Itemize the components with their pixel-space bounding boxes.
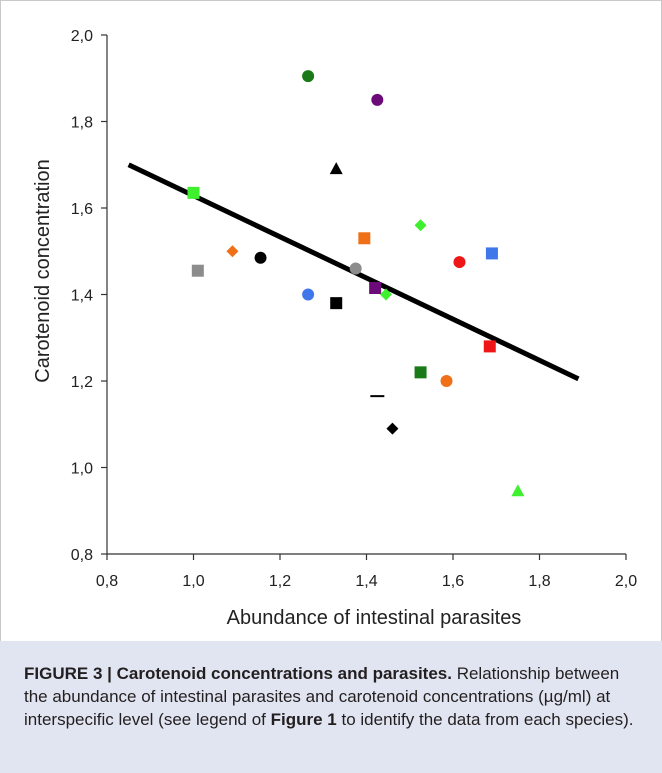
data-points	[188, 70, 525, 496]
data-point-square	[369, 282, 381, 294]
data-point-circle	[255, 252, 267, 264]
data-point-circle	[350, 263, 362, 275]
data-point-circle	[302, 70, 314, 82]
scatter-chart: 0,8 1,0 1,2 1,4 1,6 1,8 2,0 0,8 1,0 1,2 1,4 1,6 1,8 2…	[1, 1, 661, 641]
x-axis-label: Abundance of intestinal parasites	[227, 607, 522, 629]
data-point-dash	[370, 395, 384, 397]
x-tick-label: 1,6	[442, 573, 464, 590]
data-point-square	[486, 247, 498, 259]
data-point-triangle	[511, 484, 524, 496]
x-tick-label: 1,4	[355, 573, 377, 590]
data-point-triangle	[330, 162, 343, 174]
chart-frame: 0,8 1,0 1,2 1,4 1,6 1,8 2,0 0,8 1,0 1,2 1,4 1,6 1,8 2…	[0, 0, 662, 642]
y-tick-label: 1,0	[71, 461, 93, 478]
data-point-circle	[371, 94, 383, 106]
y-tick-label: 1,6	[71, 201, 93, 218]
y-axis-label: Carotenoid concentration	[32, 159, 54, 382]
data-point-square	[484, 340, 496, 352]
caption-text-2: to identify the data from each species).	[337, 710, 634, 729]
chart-ticks: 0,8 1,0 1,2 1,4 1,6 1,8 2,0 0,8 1,0 1,2 1,4 1,6 1,8 2…	[71, 28, 637, 590]
data-point-square	[192, 265, 204, 277]
data-point-square	[415, 366, 427, 378]
data-point-circle	[453, 256, 465, 268]
y-tick-label: 0,8	[71, 547, 93, 564]
x-tick-label: 1,2	[269, 573, 291, 590]
figure-caption: FIGURE 3 | Carotenoid concentrations and…	[24, 662, 644, 731]
y-tick-label: 2,0	[71, 28, 93, 45]
data-point-square	[188, 187, 200, 199]
x-tick-label: 1,0	[182, 573, 204, 590]
y-tick-label: 1,8	[71, 115, 93, 132]
data-point-square	[358, 232, 370, 244]
x-tick-label: 1,8	[528, 573, 550, 590]
data-point-square	[330, 297, 342, 309]
figure-reference: Figure 1	[271, 710, 337, 729]
figure-label: FIGURE 3 | Carotenoid concentrations and…	[24, 664, 452, 683]
data-point-diamond	[386, 423, 398, 435]
y-tick-label: 1,4	[71, 288, 93, 305]
chart-axes	[107, 35, 626, 554]
y-tick-label: 1,2	[71, 374, 93, 391]
x-tick-label: 2,0	[615, 573, 637, 590]
data-point-circle	[302, 289, 314, 301]
data-point-diamond	[226, 245, 238, 257]
x-tick-label: 0,8	[96, 573, 118, 590]
data-point-circle	[441, 375, 453, 387]
data-point-diamond	[415, 219, 427, 231]
